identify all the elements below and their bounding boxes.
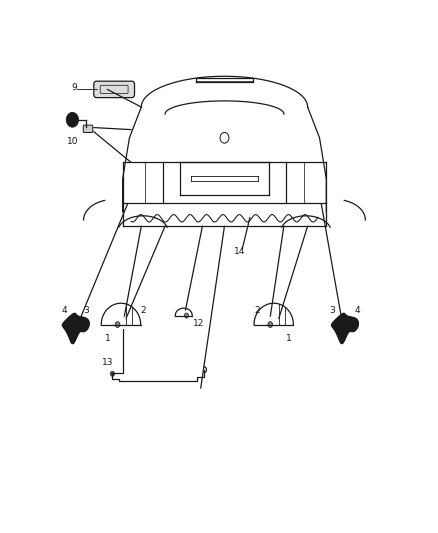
Polygon shape <box>63 313 89 344</box>
Text: 9: 9 <box>71 83 78 92</box>
FancyBboxPatch shape <box>83 125 93 133</box>
Polygon shape <box>332 313 358 344</box>
FancyBboxPatch shape <box>94 81 134 98</box>
Text: 10: 10 <box>67 136 78 146</box>
Circle shape <box>115 322 120 327</box>
Text: 4: 4 <box>61 306 67 314</box>
Text: 1: 1 <box>105 334 110 343</box>
Circle shape <box>110 372 114 376</box>
Text: 1: 1 <box>286 334 292 343</box>
Circle shape <box>268 322 273 327</box>
Circle shape <box>66 112 78 127</box>
Text: 14: 14 <box>234 247 245 256</box>
Circle shape <box>184 313 188 318</box>
Text: 4: 4 <box>355 306 360 314</box>
Text: 2: 2 <box>140 306 146 314</box>
Text: 3: 3 <box>83 306 89 314</box>
Text: 2: 2 <box>254 306 260 314</box>
Text: 13: 13 <box>102 358 113 367</box>
Text: 12: 12 <box>193 319 205 328</box>
Text: 3: 3 <box>329 306 336 314</box>
